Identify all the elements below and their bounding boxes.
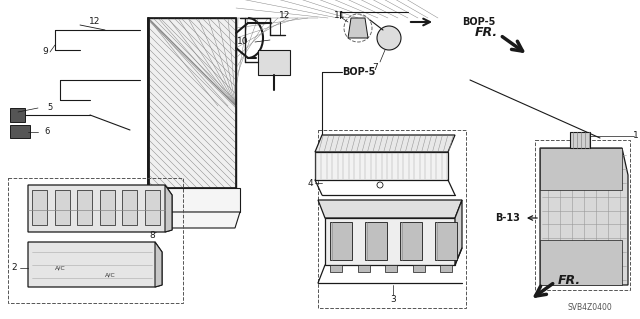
Polygon shape [77,190,92,225]
Polygon shape [540,240,622,285]
Text: FR.: FR. [475,26,498,39]
Polygon shape [145,190,160,225]
Text: 8: 8 [149,231,155,240]
Text: 10: 10 [237,38,249,47]
Text: BOP-5: BOP-5 [462,17,495,27]
Polygon shape [165,185,172,232]
Polygon shape [358,265,369,272]
Polygon shape [155,242,162,287]
Polygon shape [455,200,462,265]
Polygon shape [148,188,240,212]
Text: 7: 7 [372,63,378,72]
Polygon shape [10,108,25,122]
Polygon shape [258,50,290,75]
Polygon shape [440,265,452,272]
Polygon shape [148,18,236,188]
Polygon shape [28,185,172,232]
Bar [535,140,630,290]
Text: 4: 4 [307,179,313,188]
Polygon shape [365,222,387,260]
Text: 12: 12 [279,11,291,19]
Polygon shape [540,148,628,285]
Polygon shape [540,148,622,190]
Circle shape [261,58,269,66]
Circle shape [271,58,279,66]
Text: B-13: B-13 [495,213,520,223]
Polygon shape [148,212,240,228]
Polygon shape [315,152,448,180]
Polygon shape [413,265,424,272]
Text: BOP-5: BOP-5 [342,67,376,77]
Text: 12: 12 [90,18,100,26]
Text: 3: 3 [390,295,396,305]
Text: 2: 2 [11,263,17,272]
Text: A/C: A/C [54,265,65,271]
Polygon shape [10,125,30,138]
Polygon shape [318,200,462,218]
Text: A/C: A/C [104,272,115,278]
Polygon shape [330,265,342,272]
Circle shape [281,58,289,66]
Text: 1: 1 [633,131,639,140]
Polygon shape [385,265,397,272]
Text: FR.: FR. [558,273,581,286]
Polygon shape [32,190,47,225]
Text: 9: 9 [42,48,48,56]
Circle shape [377,26,401,50]
Polygon shape [100,190,115,225]
Polygon shape [325,218,455,265]
Polygon shape [348,18,368,38]
Polygon shape [400,222,422,260]
Text: 11: 11 [334,11,346,19]
Text: 5: 5 [47,103,52,113]
Bar [318,130,466,308]
Text: 6: 6 [44,128,50,137]
Bar [8,178,183,303]
Polygon shape [122,190,138,225]
Polygon shape [54,190,70,225]
Text: SVB4Z0400: SVB4Z0400 [568,303,612,313]
Polygon shape [28,242,162,287]
Polygon shape [570,132,590,148]
Polygon shape [330,222,352,260]
Polygon shape [435,222,457,260]
Polygon shape [315,135,455,152]
